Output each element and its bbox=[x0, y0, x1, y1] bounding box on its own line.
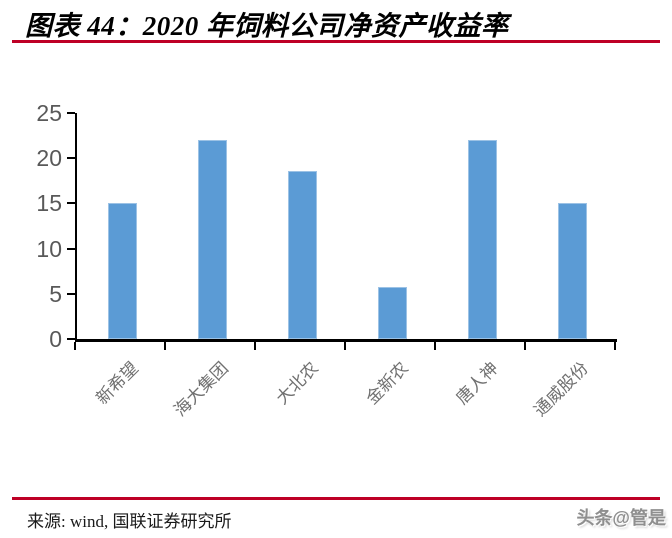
x-tick-mark bbox=[74, 342, 76, 350]
x-category-label: 海大集团 bbox=[170, 358, 232, 421]
y-tick-label: 0 bbox=[49, 326, 62, 352]
figure-title: 图表 44：2020 年饲料公司净资产收益率 bbox=[25, 11, 509, 41]
y-tick-mark bbox=[67, 338, 75, 340]
x-category-label: 唐人神 bbox=[452, 358, 502, 409]
top-divider-rule bbox=[12, 40, 660, 43]
bar-金新农 bbox=[377, 286, 407, 339]
x-category-label: 金新农 bbox=[362, 358, 412, 409]
y-tick-mark bbox=[67, 157, 75, 160]
y-tick-label: 20 bbox=[36, 145, 62, 172]
y-tick-label: 25 bbox=[36, 100, 62, 126]
y-tick-label: 5 bbox=[49, 280, 62, 307]
x-tick-mark bbox=[164, 342, 166, 350]
x-tick-mark bbox=[614, 342, 616, 350]
bar-海大集团 bbox=[197, 140, 227, 339]
y-tick-mark bbox=[67, 112, 75, 114]
y-tick-label: 10 bbox=[36, 235, 62, 262]
x-tick-mark bbox=[254, 342, 256, 350]
y-tick-mark bbox=[67, 202, 75, 205]
y-tick-mark bbox=[67, 292, 75, 295]
x-tick-mark bbox=[344, 342, 346, 350]
watermark: 头条@管是 bbox=[576, 508, 666, 528]
bottom-divider-rule bbox=[12, 497, 660, 500]
bar-大北农 bbox=[287, 170, 317, 339]
y-tick-mark bbox=[67, 247, 75, 250]
source-note: 来源: wind, 国联证券研究所 bbox=[27, 512, 232, 531]
plot-area bbox=[75, 113, 617, 342]
x-category-label: 大北农 bbox=[272, 358, 322, 409]
x-tick-mark bbox=[524, 342, 526, 350]
bar-通威股份 bbox=[557, 203, 587, 339]
bar-新希望 bbox=[107, 203, 137, 339]
x-tick-mark bbox=[434, 342, 436, 350]
x-category-label: 新希望 bbox=[92, 358, 142, 409]
y-tick-label: 15 bbox=[36, 190, 62, 217]
x-category-label: 通威股份 bbox=[530, 358, 592, 421]
bar-唐人神 bbox=[467, 140, 497, 339]
